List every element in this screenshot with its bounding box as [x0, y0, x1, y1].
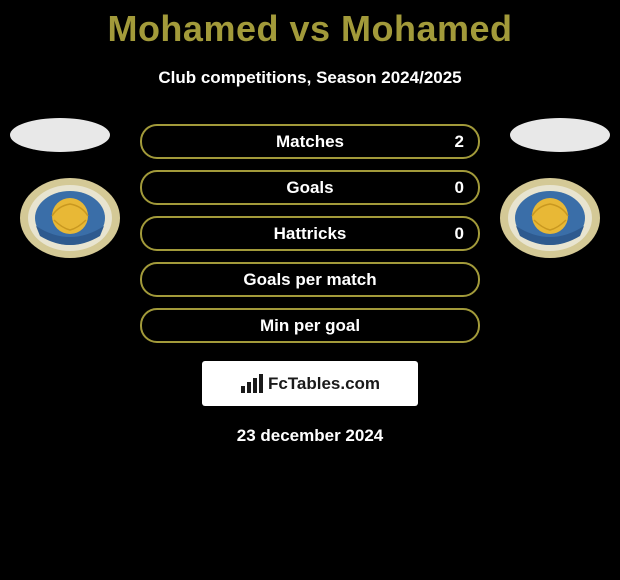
logo-text: FcTables.com	[268, 374, 380, 394]
stat-row-min-per-goal: Min per goal	[140, 308, 480, 343]
shield-icon	[498, 176, 602, 260]
stat-label: Goals	[286, 178, 333, 198]
stat-row-goals: Goals 0	[140, 170, 480, 205]
bars-icon	[240, 374, 264, 394]
player-right-oval	[510, 118, 610, 152]
stat-label: Min per goal	[260, 316, 360, 336]
stat-label: Hattricks	[274, 224, 347, 244]
team-badge-left	[18, 176, 122, 260]
stat-row-hattricks: Hattricks 0	[140, 216, 480, 251]
stat-label: Matches	[276, 132, 344, 152]
stat-row-matches: Matches 2	[140, 124, 480, 159]
stat-value-right: 2	[455, 132, 464, 152]
fctables-logo[interactable]: FcTables.com	[202, 361, 418, 406]
stat-value-right: 0	[455, 224, 464, 244]
player-left-oval	[10, 118, 110, 152]
stats-container: Matches 2 Goals 0 Hattricks 0 Goals per …	[0, 124, 620, 446]
team-badge-right	[498, 176, 602, 260]
subtitle: Club competitions, Season 2024/2025	[0, 68, 620, 88]
date-text: 23 december 2024	[0, 426, 620, 446]
stat-label: Goals per match	[243, 270, 376, 290]
stat-row-goals-per-match: Goals per match	[140, 262, 480, 297]
page-title: Mohamed vs Mohamed	[0, 0, 620, 50]
stat-value-right: 0	[455, 178, 464, 198]
stat-rows: Matches 2 Goals 0 Hattricks 0 Goals per …	[140, 124, 480, 343]
shield-icon	[18, 176, 122, 260]
